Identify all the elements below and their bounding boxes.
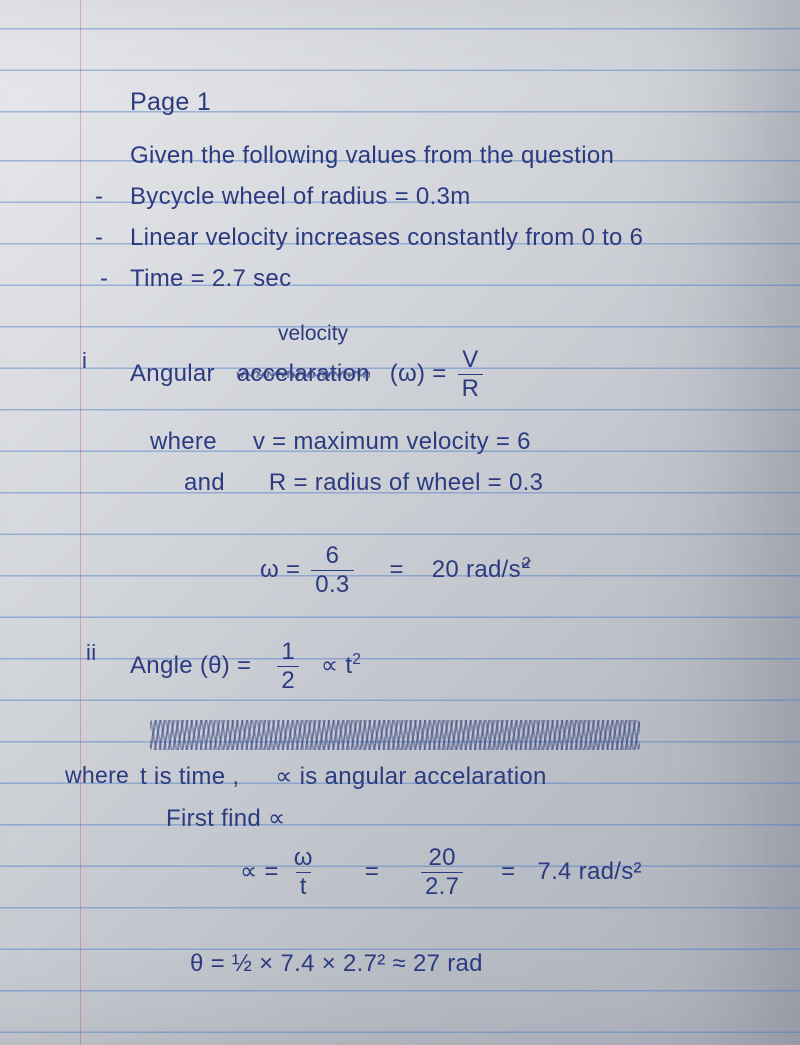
where-label: where (65, 762, 129, 789)
correction-velocity: velocity (278, 322, 348, 346)
dash-icon: - (95, 183, 103, 211)
first-find-alpha: First find ∝ (166, 804, 285, 833)
alpha-eq: ∝ = (240, 858, 279, 885)
frac-den: 2.7 (421, 872, 463, 899)
omega-lhs: (ω) = (390, 360, 447, 387)
bullet-text: Linear velocity increases constantly fro… (130, 224, 643, 251)
frac-V-over-R: V R (458, 348, 484, 401)
scribble-block (150, 720, 640, 750)
section-ii-heading: ii Angle (θ) = 1 2 ∝ t2 (130, 640, 361, 693)
dash-icon: - (95, 224, 103, 252)
alpha-result: 7.4 rad/s² (537, 858, 641, 885)
bullet-text: Time = 2.7 sec (130, 265, 291, 292)
v-defn: v = maximum velocity = 6 (253, 428, 531, 455)
struck-exponent: 2 (522, 555, 531, 572)
alpha-t: ∝ t (321, 652, 352, 679)
bullet-3: - Time = 2.7 sec (130, 265, 291, 293)
frac-num: 1 (277, 640, 299, 666)
bullet-1: - Bycycle wheel of radius = 0.3m (130, 183, 471, 211)
roman-i: i (82, 348, 87, 374)
given-intro: Given the following values from the ques… (130, 142, 614, 170)
t-desc: t is time , (140, 763, 239, 790)
frac-den: 2 (277, 666, 299, 693)
where-t-alpha: where t is time , ∝ is angular accelarat… (140, 762, 547, 791)
equals: = (390, 556, 404, 583)
omega-eq: ω = (260, 556, 300, 583)
frac-20-over-27: 20 2.7 (421, 846, 463, 899)
frac-w-over-t: ω t (290, 846, 317, 899)
omega-result: 20 rad/s (432, 556, 521, 583)
frac-num: ω (290, 846, 317, 872)
where-v-line: where v = maximum velocity = 6 (150, 428, 531, 456)
and-label: and (184, 469, 225, 496)
frac-den: R (458, 374, 484, 401)
alpha-desc: ∝ is angular accelaration (275, 763, 546, 790)
frac-num: 20 (424, 846, 459, 872)
struck-accelaration: accelaration (237, 360, 370, 387)
bullet-text: Bycycle wheel of radius = 0.3m (130, 183, 471, 210)
frac-num: 6 (322, 544, 344, 570)
omega-calc: ω = 6 0.3 = 20 rad/s2 (260, 544, 531, 597)
section-i-heading: i Angular accelaration (ω) = V R (130, 348, 487, 401)
dash-icon: - (100, 265, 108, 293)
theta-final: θ = ½ × 7.4 × 2.7² ≈ 27 rad (190, 950, 483, 978)
notebook-page: Page 1 Given the following values from t… (0, 0, 800, 1045)
r-defn: R = radius of wheel = 0.3 (269, 469, 543, 496)
frac-6-over-03: 6 0.3 (311, 544, 353, 597)
equals: = (501, 858, 515, 885)
angle-label: Angle (θ) = (130, 652, 251, 679)
alpha-calc: ∝ = ω t = 20 2.7 = 7.4 rad/s² (240, 846, 642, 899)
where-label: where (150, 428, 217, 455)
roman-ii: ii (86, 640, 96, 666)
frac-half: 1 2 (277, 640, 299, 693)
angular-label: Angular (130, 360, 215, 387)
bullet-2: - Linear velocity increases constantly f… (130, 224, 643, 252)
frac-den: 0.3 (311, 570, 353, 597)
page-title: Page 1 (130, 88, 211, 117)
frac-num: V (458, 348, 482, 374)
and-r-line: and R = radius of wheel = 0.3 (184, 469, 543, 497)
margin-rule (80, 0, 81, 1045)
equals: = (365, 858, 379, 885)
exp-2: 2 (352, 651, 361, 668)
frac-den: t (296, 872, 311, 899)
